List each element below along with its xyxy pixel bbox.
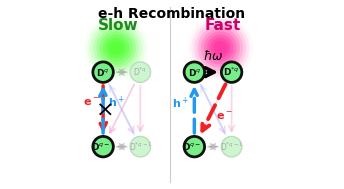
Text: D$^{q-1}$: D$^{q-1}$ — [182, 140, 207, 153]
Circle shape — [100, 31, 133, 64]
Circle shape — [90, 22, 142, 74]
FancyArrowPatch shape — [205, 68, 214, 77]
FancyArrowPatch shape — [110, 86, 134, 135]
Circle shape — [204, 31, 237, 64]
Circle shape — [194, 22, 246, 74]
Circle shape — [210, 38, 230, 58]
FancyArrowPatch shape — [119, 144, 127, 149]
FancyArrowPatch shape — [109, 84, 133, 133]
Text: D$^q$: D$^q$ — [96, 67, 110, 78]
Text: e-h Recombination: e-h Recombination — [98, 7, 246, 21]
Circle shape — [184, 136, 205, 157]
Text: e$^-$: e$^-$ — [83, 96, 100, 108]
Text: D$^{*q}$: D$^{*q}$ — [133, 66, 147, 78]
Text: D$^q$: D$^q$ — [188, 67, 201, 78]
Circle shape — [106, 38, 126, 58]
Text: D$^{*q}$: D$^{*q}$ — [223, 66, 240, 78]
Circle shape — [130, 136, 151, 157]
FancyArrowPatch shape — [117, 69, 125, 75]
FancyArrowPatch shape — [201, 84, 225, 133]
FancyArrowPatch shape — [202, 84, 226, 131]
Circle shape — [213, 41, 227, 55]
FancyArrowPatch shape — [138, 86, 143, 131]
Circle shape — [103, 35, 129, 61]
FancyArrowPatch shape — [201, 84, 226, 133]
FancyArrowPatch shape — [110, 84, 134, 133]
Text: D$^{q-1}$: D$^{q-1}$ — [91, 140, 116, 153]
Text: $\times$: $\times$ — [95, 99, 113, 119]
Circle shape — [191, 19, 249, 77]
Text: $\hbar\omega$: $\hbar\omega$ — [203, 49, 223, 63]
Text: h$^+$: h$^+$ — [108, 94, 125, 110]
Circle shape — [93, 136, 113, 157]
Text: D$^{*q-1}$: D$^{*q-1}$ — [129, 140, 152, 153]
Circle shape — [130, 62, 151, 82]
FancyArrowPatch shape — [119, 69, 127, 75]
FancyArrowPatch shape — [208, 144, 216, 149]
FancyArrowPatch shape — [100, 86, 106, 129]
Text: h$^+$: h$^+$ — [172, 96, 190, 112]
FancyArrowPatch shape — [201, 86, 226, 135]
FancyArrowPatch shape — [191, 90, 198, 133]
Circle shape — [87, 19, 145, 77]
Circle shape — [184, 62, 205, 82]
Circle shape — [109, 41, 123, 55]
Circle shape — [93, 62, 113, 82]
Text: D$^{*q-1}$: D$^{*q-1}$ — [220, 140, 243, 153]
Circle shape — [96, 28, 136, 68]
Text: Slow: Slow — [98, 18, 138, 33]
FancyArrowPatch shape — [229, 86, 234, 131]
Circle shape — [93, 25, 139, 71]
Text: Fast: Fast — [204, 18, 240, 33]
Circle shape — [221, 136, 242, 157]
Circle shape — [207, 35, 234, 61]
FancyArrowPatch shape — [210, 144, 218, 149]
FancyArrowPatch shape — [117, 144, 125, 149]
Circle shape — [197, 25, 243, 71]
Circle shape — [201, 28, 240, 68]
Circle shape — [221, 62, 242, 82]
Text: e$^-$: e$^-$ — [216, 111, 233, 122]
FancyArrowPatch shape — [100, 90, 106, 133]
